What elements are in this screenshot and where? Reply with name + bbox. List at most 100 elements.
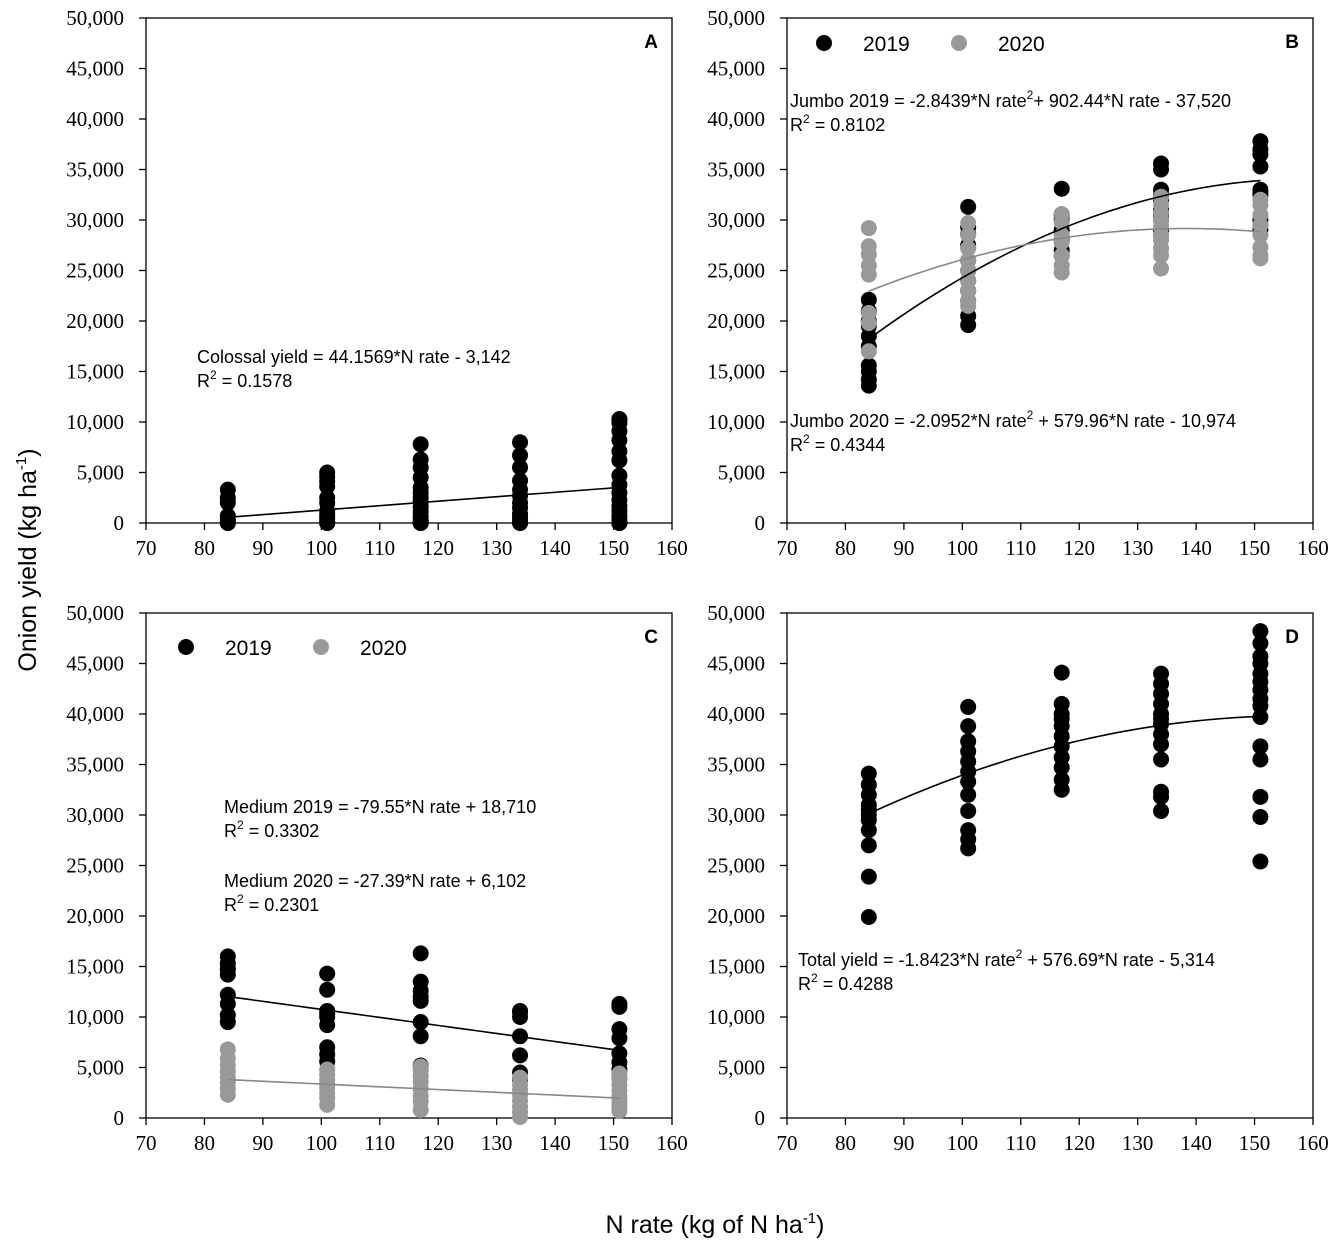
data-point — [319, 1017, 336, 1034]
y-tick-label: 45,000 — [707, 652, 765, 676]
x-tick-label: 100 — [947, 1131, 979, 1155]
data-point — [1153, 161, 1170, 178]
x-tick-label: 140 — [1180, 1131, 1212, 1155]
data-point — [860, 246, 877, 263]
data-point — [319, 1096, 336, 1113]
x-tick-label: 90 — [893, 536, 914, 560]
data-point — [1053, 738, 1070, 755]
equation-text: R2 = 0.1578 — [197, 368, 292, 391]
data-point — [860, 765, 877, 782]
y-tick-label: 20,000 — [707, 904, 765, 928]
data-point — [1053, 664, 1070, 681]
equation-line: R — [790, 115, 803, 135]
equation-line: Colossal yield = 44.1569*N rate - 3,142 — [197, 347, 511, 367]
data-point — [1153, 751, 1170, 768]
data-point — [1252, 788, 1269, 805]
superscript: 2 — [1027, 88, 1034, 102]
x-tick-label: 130 — [1122, 536, 1154, 560]
data-point — [412, 513, 429, 530]
x-tick-label: 140 — [539, 536, 571, 560]
x-tick-label: 140 — [1180, 536, 1212, 560]
legend-marker — [313, 639, 329, 655]
x-tick-label: 120 — [1063, 1131, 1095, 1155]
data-point — [860, 266, 877, 283]
data-point — [1053, 781, 1070, 798]
data-point — [319, 965, 336, 982]
data-point — [412, 945, 429, 962]
panel-d: 70 80 90 100 110 120 130 140 150 160 0 5,000 10,000 1… — [707, 601, 1329, 1155]
y-tick-label: 25,000 — [66, 854, 124, 878]
data-point — [512, 447, 529, 464]
data-point — [960, 802, 977, 819]
data-point — [219, 1086, 236, 1103]
y-axis-title: Onion yield (kg ha-1) — [13, 448, 42, 671]
x-tick-label: 160 — [1297, 1131, 1329, 1155]
y-tick-label: 30,000 — [66, 208, 124, 232]
x-tick-label: 110 — [1005, 536, 1036, 560]
y-tick-label: 30,000 — [707, 803, 765, 827]
superscript: 2 — [237, 818, 244, 832]
equation-line: Jumbo 2020 = -2.0952*N rate — [790, 411, 1027, 431]
data-point — [611, 452, 628, 469]
equation-line-end: = 0.2301 — [244, 895, 320, 915]
x-tick-label: 80 — [835, 1131, 856, 1155]
data-point — [960, 718, 977, 735]
equation-text: R2 = 0.8102 — [790, 112, 885, 135]
data-point — [319, 515, 336, 531]
x-tick-label: 110 — [364, 1131, 395, 1155]
data-point — [1053, 180, 1070, 197]
x-tick-label: 80 — [835, 536, 856, 560]
data-point — [1053, 759, 1070, 776]
x-axis-title-main: N rate (kg of N ha — [606, 1211, 803, 1239]
data-point — [611, 515, 628, 531]
data-point — [219, 995, 236, 1012]
equation-text: Medium 2020 = -27.39*N rate + 6,102 — [224, 871, 526, 891]
data-point — [1053, 711, 1070, 728]
data-point — [960, 215, 977, 232]
y-axis-title-end: ) — [14, 448, 42, 456]
x-tick-label: 70 — [136, 1131, 157, 1155]
y-tick-label: 10,000 — [66, 410, 124, 434]
legend-label: 2020 — [360, 637, 407, 660]
data-point — [512, 515, 529, 531]
x-tick-label: 100 — [306, 1131, 338, 1155]
y-tick-label: 20,000 — [707, 309, 765, 333]
equation-text: R2 = 0.4344 — [790, 432, 885, 455]
x-tick-label: 130 — [481, 536, 513, 560]
data-point — [1153, 802, 1170, 819]
data-point — [860, 220, 877, 237]
x-tick-label: 160 — [656, 536, 688, 560]
data-point — [1252, 853, 1269, 870]
y-tick-label: 45,000 — [707, 57, 765, 81]
superscript: 2 — [237, 892, 244, 906]
data-point — [960, 240, 977, 257]
data-point — [960, 317, 977, 334]
data-point — [1053, 264, 1070, 281]
x-tick-label: 90 — [893, 1131, 914, 1155]
data-point — [412, 436, 429, 453]
equation-line-end: + 902.44*N rate - 37,520 — [1033, 91, 1231, 111]
y-tick-label: 45,000 — [66, 652, 124, 676]
x-tick-label: 160 — [1297, 536, 1329, 560]
x-tick-label: 140 — [539, 1131, 571, 1155]
x-tick-label: 150 — [1239, 1131, 1271, 1155]
data-point — [960, 773, 977, 790]
y-tick-label: 25,000 — [707, 259, 765, 283]
data-point — [1153, 247, 1170, 264]
legend-label: 2019 — [863, 33, 910, 56]
data-point — [1252, 809, 1269, 826]
y-tick-label: 0 — [114, 1106, 125, 1130]
y-tick-label: 5,000 — [77, 461, 124, 485]
x-tick-label: 130 — [1122, 1131, 1154, 1155]
y-tick-label: 50,000 — [707, 6, 765, 30]
data-point — [512, 1108, 529, 1125]
data-point — [1053, 214, 1070, 231]
data-point — [1153, 788, 1170, 805]
legend-marker — [816, 35, 832, 51]
x-tick-label: 80 — [194, 1131, 215, 1155]
data-point — [412, 1101, 429, 1118]
x-tick-label: 100 — [306, 536, 338, 560]
x-tick-label: 80 — [194, 536, 215, 560]
equation-line: R — [798, 974, 811, 994]
data-point — [319, 478, 336, 495]
